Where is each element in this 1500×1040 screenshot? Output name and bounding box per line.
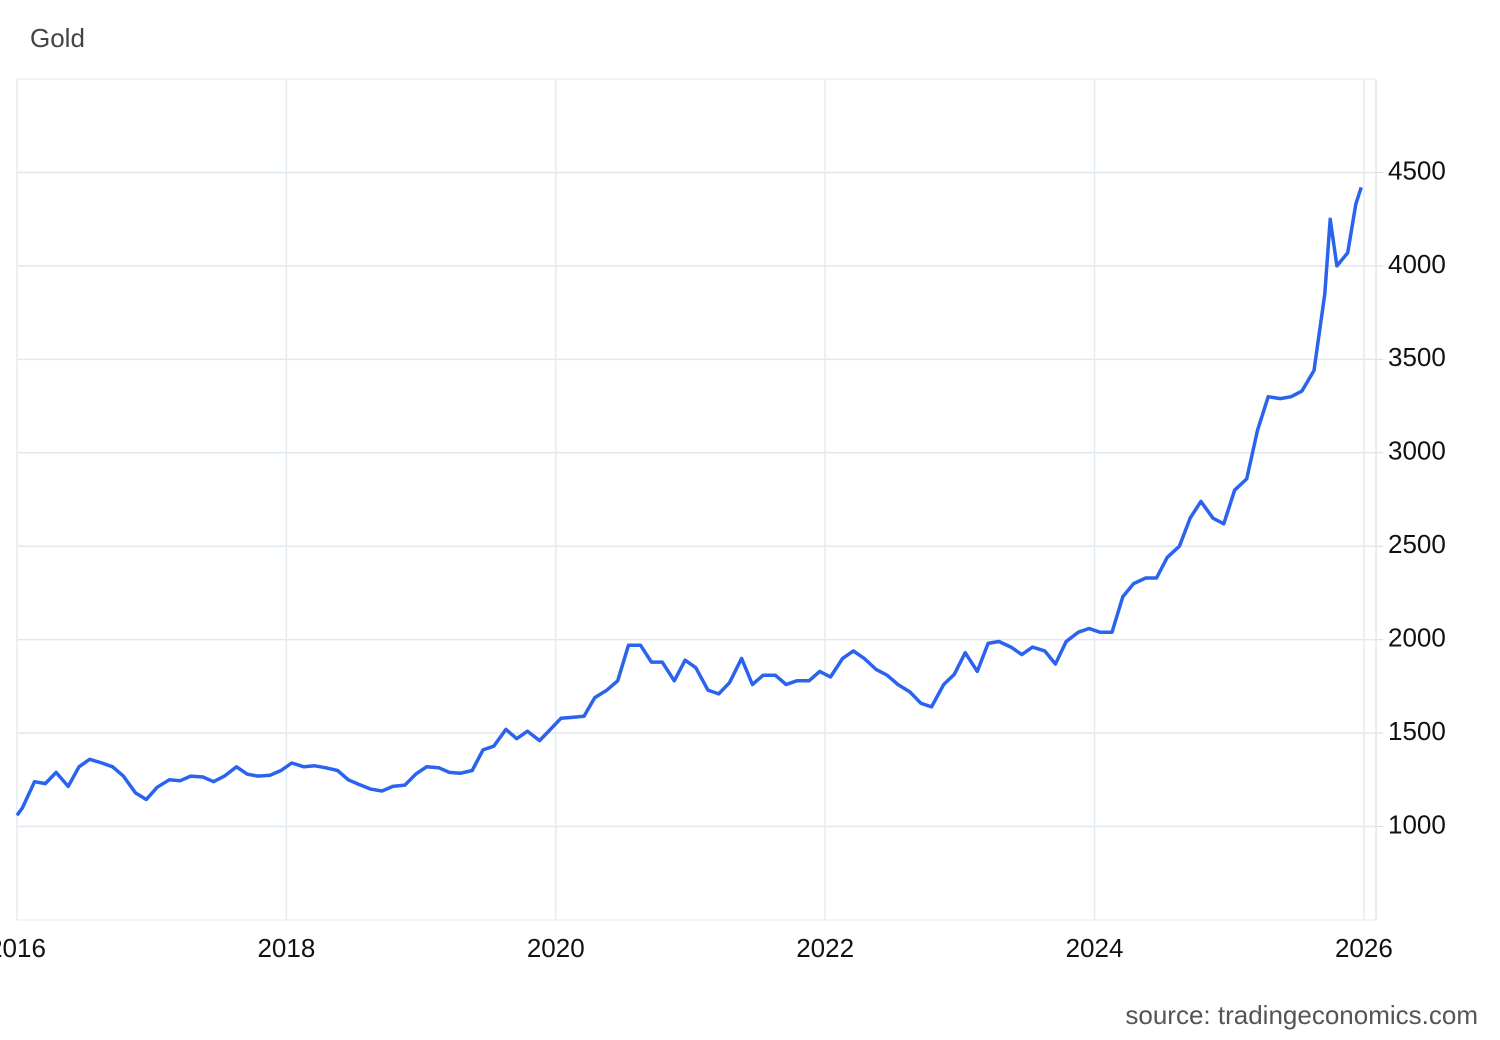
y-tick-label: 4500 xyxy=(1388,155,1446,185)
x-tick-label: 2026 xyxy=(1335,933,1393,963)
y-tick-label: 4000 xyxy=(1388,249,1446,279)
y-tick-label: 1500 xyxy=(1388,716,1446,746)
x-tick-label: 2022 xyxy=(796,933,854,963)
y-tick-label: 3000 xyxy=(1388,436,1446,466)
y-tick-label: 3500 xyxy=(1388,342,1446,372)
x-tick-label: 2018 xyxy=(257,933,315,963)
line-series xyxy=(15,186,1363,817)
y-tick-label: 1000 xyxy=(1388,809,1446,839)
y-tick-label: 2000 xyxy=(1388,623,1446,653)
x-tick-label: 2024 xyxy=(1066,933,1124,963)
source-note: source: tradingeconomics.com xyxy=(1125,1000,1478,1030)
x-tick-label: 2020 xyxy=(527,933,585,963)
chart-title: Gold xyxy=(30,23,85,53)
y-tick-label: 2500 xyxy=(1388,529,1446,559)
x-tick-label: 2016 xyxy=(0,933,46,963)
